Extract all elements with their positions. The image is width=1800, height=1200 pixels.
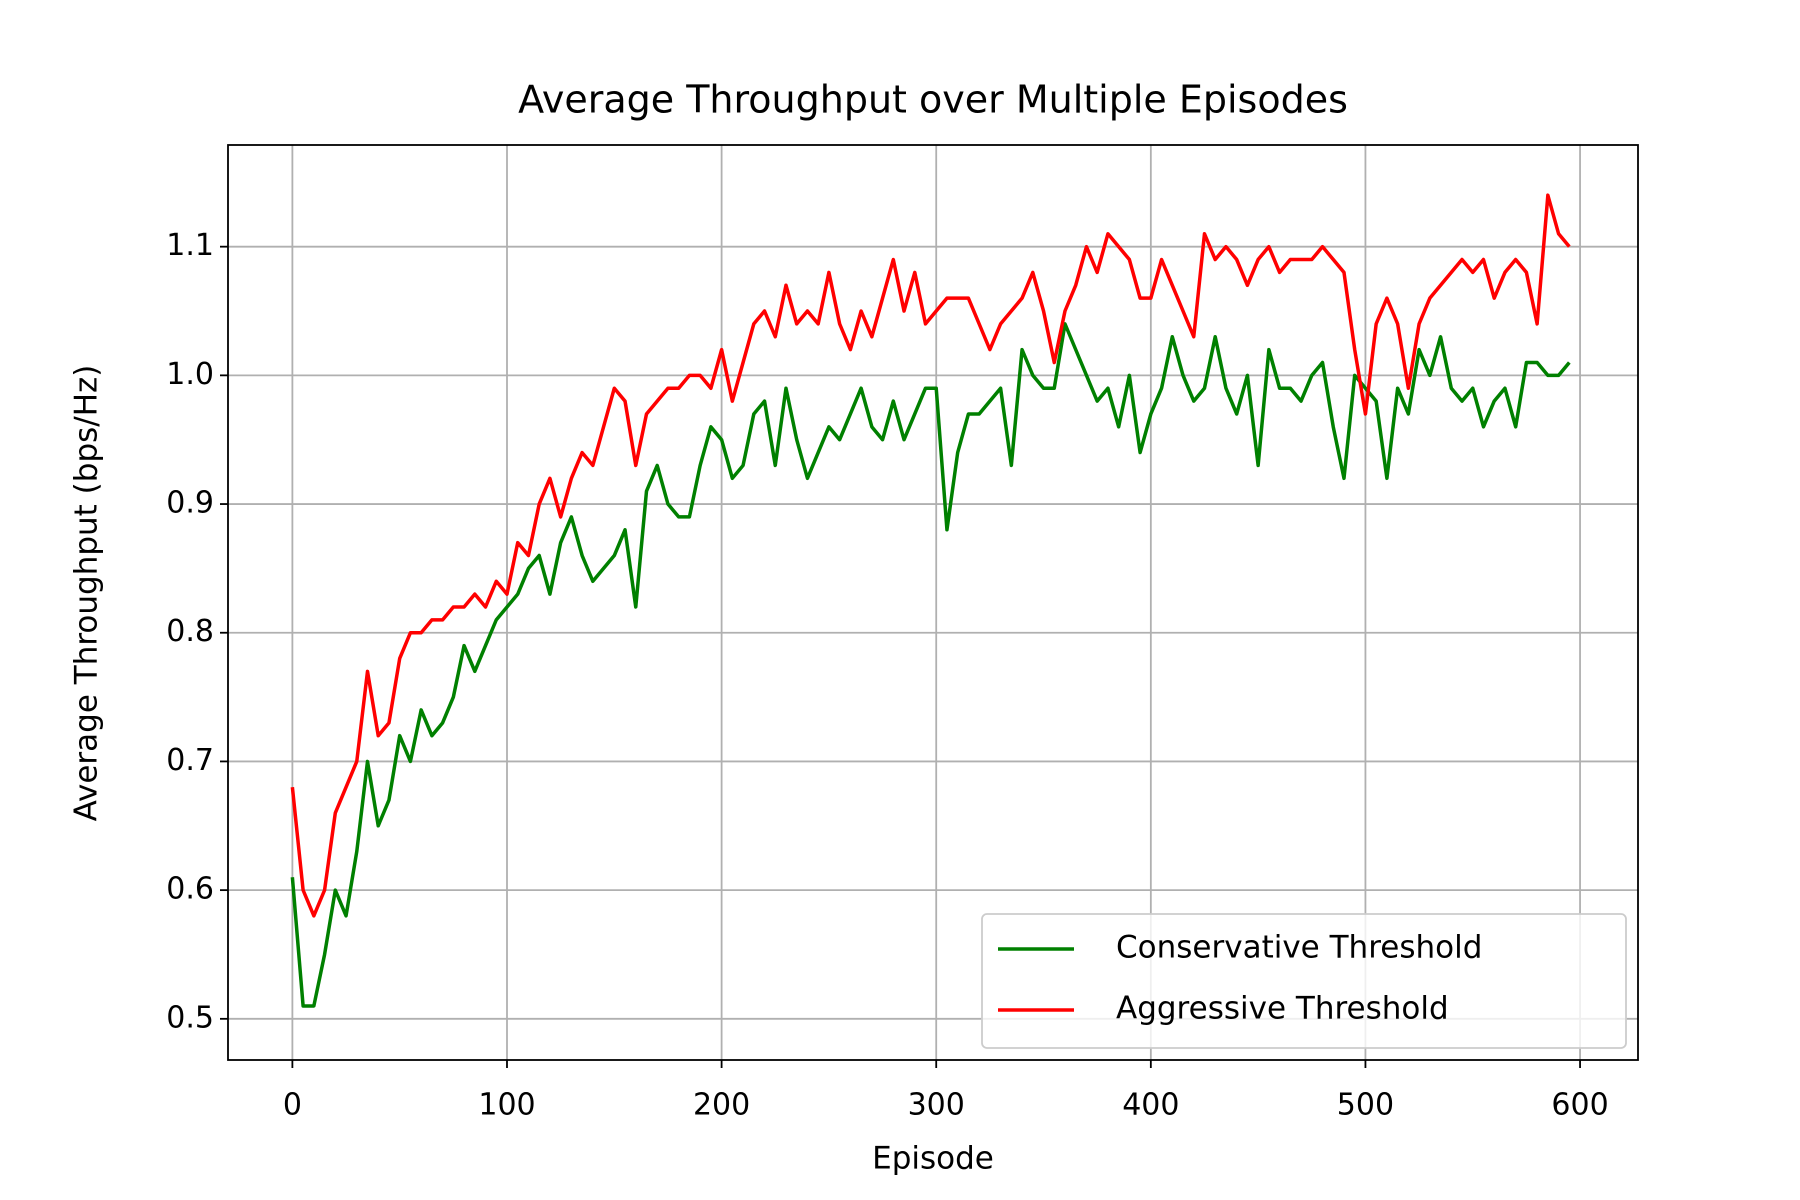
x-tick-label: 500 <box>1337 1088 1394 1123</box>
x-axis-label: Episode <box>872 1141 994 1177</box>
y-tick-label: 0.5 <box>166 1000 214 1035</box>
y-axis-label: Average Throughput (bps/Hz) <box>69 365 105 822</box>
line-series <box>290 322 1571 1008</box>
y-tick-label: 0.9 <box>166 486 214 521</box>
y-tick-label: 0.6 <box>166 872 214 907</box>
x-tick-label: 300 <box>908 1088 965 1123</box>
chart-title: Average Throughput over Multiple Episode… <box>518 78 1348 122</box>
y-tick-label: 0.7 <box>166 743 214 778</box>
legend-label: Aggressive Threshold <box>1116 991 1449 1027</box>
y-tick-label: 0.8 <box>166 614 214 649</box>
x-tick-label: 600 <box>1551 1088 1608 1123</box>
y-tick-label: 1.0 <box>166 357 214 392</box>
y-tick-label: 1.1 <box>166 228 214 263</box>
line-series <box>290 193 1571 918</box>
legend-label: Conservative Threshold <box>1116 930 1482 966</box>
x-tick-label: 100 <box>478 1088 535 1123</box>
legend: Conservative Threshold Aggressive Thresho… <box>981 913 1627 1049</box>
x-tick-label: 0 <box>283 1088 302 1123</box>
x-tick-label: 200 <box>693 1088 750 1123</box>
x-tick-label: 400 <box>1122 1088 1179 1123</box>
legend-box <box>981 913 1627 1049</box>
plot-frame <box>227 144 1639 1061</box>
